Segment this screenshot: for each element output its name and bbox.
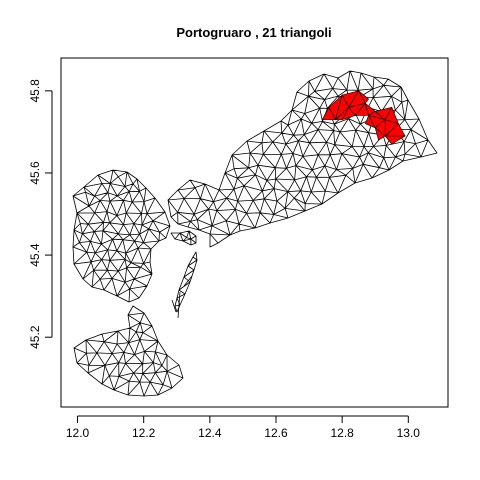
mesh-region-sound [170,230,197,246]
chart-title: Portogruaro , 21 triangoli [176,25,331,40]
x-tick-label: 13.0 [397,426,421,440]
triangulation-mesh [72,70,438,397]
highlighted-triangle [364,114,376,129]
plot-frame [60,57,449,408]
highlighted-triangle [384,135,407,145]
y-axis: 45.2 45.4 45.6 45.8 [28,79,53,349]
highlighted-triangle [334,107,350,120]
mesh-region-northeast [167,70,438,248]
x-tick-label: 12.2 [132,426,156,440]
highlighted-triangle [374,126,386,141]
highlighted-triangles [321,90,407,145]
x-tick-label: 12.0 [66,426,90,440]
x-tick-label: 12.8 [330,426,354,440]
y-tick-label: 45.2 [28,325,42,349]
highlighted-triangle [321,106,337,120]
x-axis: 12.0 12.2 12.4 12.6 12.8 13.0 [66,415,421,440]
y-tick-label: 45.6 [28,161,42,185]
y-tick-label: 45.8 [28,79,42,103]
y-tick-label: 45.4 [28,243,42,267]
x-tick-label: 12.4 [198,426,222,440]
mesh-region-southwest [73,305,184,397]
mesh-region-spit [174,251,198,313]
x-tick-label: 12.6 [264,426,288,440]
mesh-region-coast-lines [171,275,193,319]
highlighted-triangle [374,106,393,121]
highlighted-triangle [358,90,370,104]
mesh-region-west [72,169,171,303]
